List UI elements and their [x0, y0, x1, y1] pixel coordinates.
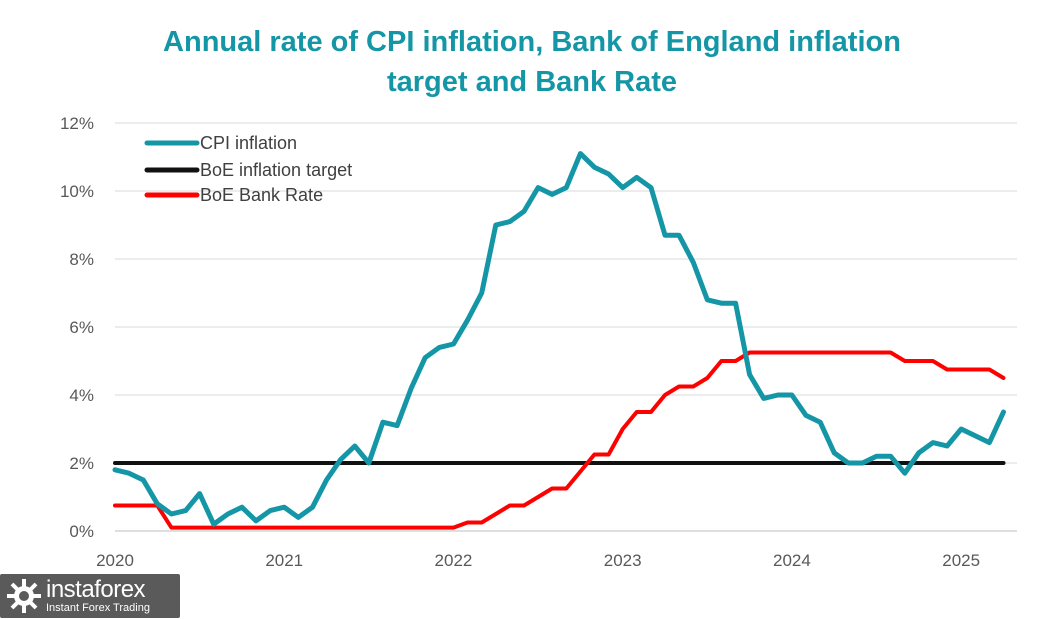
y-tick-label: 8% — [69, 250, 94, 269]
y-axis-tick-labels: 0% 2% 4% 6% 8% 10% 12% — [60, 114, 94, 541]
x-tick-label: 2021 — [265, 551, 303, 570]
watermark-tagline: Instant Forex Trading — [46, 602, 150, 614]
watermark-badge: instaforex Instant Forex Trading — [0, 574, 180, 618]
y-tick-label: 0% — [69, 522, 94, 541]
x-axis-tick-labels: 2020 2021 2022 2023 2024 2025 — [96, 551, 980, 570]
legend-label-1: BoE inflation target — [200, 160, 352, 180]
x-tick-label: 2022 — [435, 551, 473, 570]
gear-logo-icon — [7, 579, 41, 613]
chart-title: Annual rate of CPI inflation, Bank of En… — [0, 22, 1064, 102]
legend-label-0: CPI inflation — [200, 133, 297, 153]
series-line-0 — [112, 151, 1006, 527]
x-tick-label: 2024 — [773, 551, 811, 570]
x-tick-label: 2020 — [96, 551, 134, 570]
series-lines — [112, 151, 1006, 530]
chart-title-line-2: target and Bank Rate — [386, 66, 678, 98]
x-tick-label: 2025 — [942, 551, 980, 570]
y-tick-label: 6% — [69, 318, 94, 337]
series-line-2 — [113, 350, 1006, 530]
x-tick-label: 2023 — [604, 551, 642, 570]
watermark-name: instaforex — [46, 576, 146, 603]
legend: CPI inflation BoE inflation target BoE Ban… — [144, 133, 352, 205]
chart-title-line-1: Annual rate of CPI inflation, Bank of En… — [163, 26, 901, 58]
y-tick-label: 10% — [60, 182, 94, 201]
legend-label-2: BoE Bank Rate — [200, 185, 323, 205]
y-tick-label: 2% — [69, 454, 94, 473]
y-tick-label: 4% — [69, 386, 94, 405]
y-tick-label: 12% — [60, 114, 94, 133]
